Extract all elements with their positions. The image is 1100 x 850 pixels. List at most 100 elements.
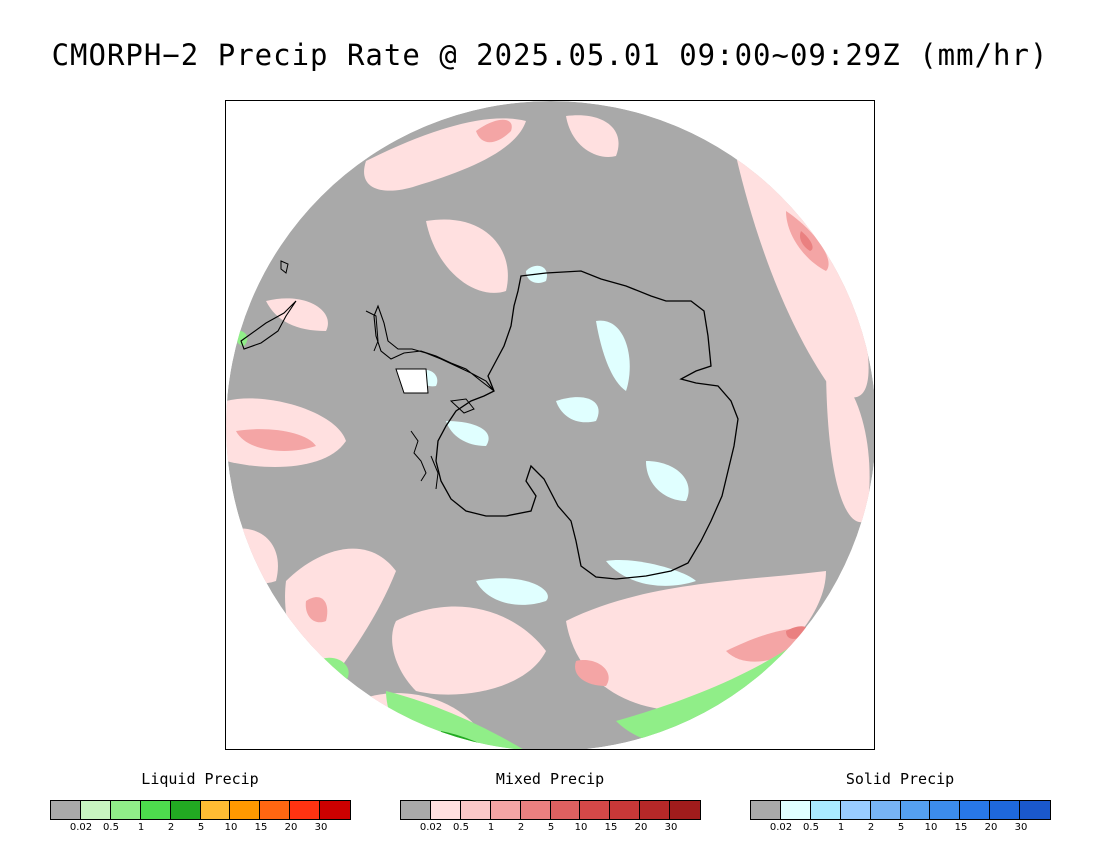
- mixed-core: [476, 119, 512, 143]
- liquid-band: [616, 621, 826, 745]
- legend-tick-label: 2: [867, 822, 875, 833]
- legend-title: Solid Precip: [845, 770, 955, 788]
- legend-tick-label: 15: [254, 822, 268, 833]
- legend-ticks: 0.02 0.5 1 2 5 10 15 20 30: [400, 822, 700, 836]
- legend-tick-label: 20: [984, 822, 998, 833]
- legend-tick-label: 30: [1014, 822, 1028, 833]
- legend-tick-label: 20: [284, 822, 298, 833]
- legend-swatch: [780, 801, 811, 819]
- legend-tick-label: 5: [197, 822, 205, 833]
- legend-swatch: [990, 801, 1021, 819]
- south-america-coastline: [240, 300, 297, 350]
- legend-swatch: [80, 801, 111, 819]
- legend-tick-label: 5: [547, 822, 555, 833]
- island-chain: [410, 430, 427, 482]
- solid-band: [446, 421, 489, 446]
- legend-tick-label: 1: [487, 822, 495, 833]
- legend-swatch: [960, 801, 991, 819]
- mixed-band: [736, 156, 869, 398]
- legend-swatch: [460, 801, 491, 819]
- legend-swatch: [900, 801, 931, 819]
- antarctica-coastline: [435, 270, 739, 580]
- solid-band: [646, 461, 689, 501]
- legend-swatch: [200, 801, 231, 819]
- antarctic-peninsula-coastline: [373, 304, 495, 392]
- legend-swatch: [840, 801, 871, 819]
- solid-precip-areas: [416, 265, 696, 605]
- legend-tick-label: 2: [167, 822, 175, 833]
- legend-title: Liquid Precip: [141, 770, 259, 788]
- legend-swatch: [260, 801, 291, 819]
- legend-tick-label: 1: [837, 822, 845, 833]
- solid-band: [476, 578, 548, 605]
- mixed-band: [392, 606, 546, 695]
- ice-shelf-outline: [395, 368, 429, 394]
- legend-tick-label: 20: [634, 822, 648, 833]
- island-outline: [280, 260, 289, 274]
- island-outline: [449, 398, 475, 414]
- legend-tick-label: 2: [517, 822, 525, 833]
- legend-mixed: Mixed Precip 0.02 0.5 1 2 5 10 15 20 30: [400, 770, 701, 836]
- legend-swatch: [670, 801, 701, 819]
- legend-swatch: [140, 801, 171, 819]
- legend-swatch: [110, 801, 141, 819]
- mixed-band: [566, 571, 826, 711]
- map-disk: [226, 101, 874, 749]
- mixed-band: [266, 298, 328, 331]
- legend-tick-label: 1: [137, 822, 145, 833]
- legend-tick-label: 10: [224, 822, 238, 833]
- legend-tick-label: 10: [574, 822, 588, 833]
- solid-band: [606, 560, 696, 586]
- legend-tick-label: 0.5: [453, 822, 469, 833]
- legend-swatches: [400, 800, 701, 820]
- solid-band: [596, 320, 630, 391]
- mixed-precip-areas: [226, 115, 870, 745]
- legend-tick-label: 15: [954, 822, 968, 833]
- legend-tick-label: 0.5: [803, 822, 819, 833]
- mixed-core: [236, 429, 316, 451]
- legend-tick-label: 0.02: [69, 822, 93, 833]
- mixed-band: [826, 361, 870, 523]
- legend-swatch: [1020, 801, 1051, 819]
- legend-tick-label: 30: [314, 822, 328, 833]
- legend-swatch: [930, 801, 961, 819]
- legend-swatch: [870, 801, 901, 819]
- legend-swatch: [490, 801, 521, 819]
- map-title: CMORPH−2 Precip Rate @ 2025.05.01 09:00~…: [51, 38, 1049, 72]
- legend-tick-label: 30: [664, 822, 678, 833]
- legend-tick-label: 0.5: [103, 822, 119, 833]
- legend-swatch: [51, 801, 81, 819]
- legend-swatch: [550, 801, 581, 819]
- legend-tick-label: 0.02: [419, 822, 443, 833]
- solid-band: [556, 397, 599, 423]
- legend-swatches: [50, 800, 351, 820]
- island-chain: [430, 455, 439, 490]
- legend-swatch: [170, 801, 201, 819]
- mixed-core: [305, 597, 328, 623]
- legend-swatch: [751, 801, 781, 819]
- mixed-precip-moderate: [236, 119, 829, 686]
- legend-title: Mixed Precip: [495, 770, 605, 788]
- legend-swatches: [750, 800, 1051, 820]
- legend-ticks: 0.02 0.5 1 2 5 10 15 20 30: [50, 822, 350, 836]
- legend-solid: Solid Precip 0.02 0.5 1 2 5 10 15 20 30: [750, 770, 1051, 836]
- legend-swatch: [230, 801, 261, 819]
- mixed-core: [575, 660, 609, 686]
- mixed-band: [426, 219, 508, 293]
- precip-map: [226, 101, 874, 749]
- legend-swatch: [810, 801, 841, 819]
- legend-swatch: [290, 801, 321, 819]
- legend-tick-label: 0.02: [769, 822, 793, 833]
- legend-swatch: [580, 801, 611, 819]
- legend-swatch: [640, 801, 671, 819]
- legend-tick-label: 5: [897, 822, 905, 833]
- legend-swatch: [320, 801, 351, 819]
- mixed-band: [566, 115, 619, 157]
- legend-tick-label: 10: [924, 822, 938, 833]
- legend-swatch: [520, 801, 551, 819]
- map-frame: [225, 100, 875, 750]
- legend-swatch: [401, 801, 431, 819]
- legend-liquid: Liquid Precip 0.02 0.5 1 2 5 10 15 20 30: [50, 770, 351, 836]
- legend-ticks: 0.02 0.5 1 2 5 10 15 20 30: [750, 822, 1050, 836]
- mixed-heavy-core: [800, 231, 813, 251]
